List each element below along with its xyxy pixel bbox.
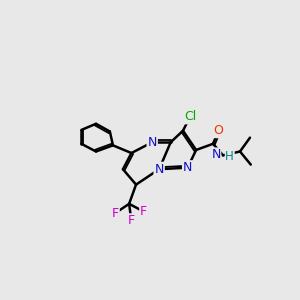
Text: F: F: [140, 205, 147, 218]
Text: F: F: [128, 214, 135, 227]
Text: N: N: [148, 136, 157, 149]
Text: N: N: [154, 163, 164, 176]
Text: H: H: [225, 150, 234, 164]
Text: O: O: [214, 124, 224, 137]
Text: N: N: [212, 148, 221, 161]
Text: N: N: [183, 161, 192, 174]
Text: Cl: Cl: [184, 110, 196, 123]
Text: F: F: [112, 207, 119, 220]
